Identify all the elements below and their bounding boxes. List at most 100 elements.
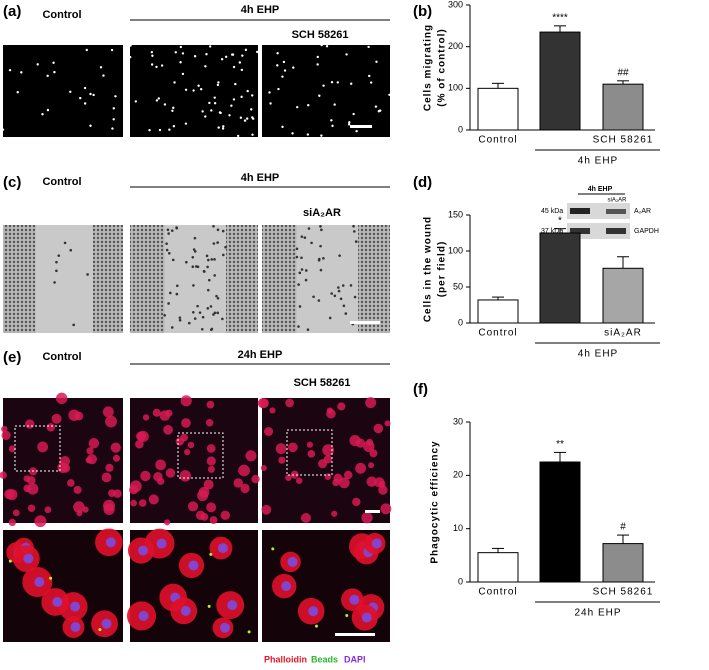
cell [366, 476, 377, 487]
cell-dot [197, 84, 200, 87]
cell-dot [236, 134, 240, 138]
cell-dot [318, 94, 321, 97]
cell-dot [243, 119, 247, 122]
cell [365, 397, 377, 409]
nucleus [156, 538, 167, 549]
x-tick-label: Control [478, 135, 517, 146]
cell [366, 438, 373, 446]
cell-dot [312, 295, 315, 299]
nucleus [219, 622, 230, 633]
cell [369, 449, 378, 458]
cell-dot [300, 235, 304, 238]
cell-dot [89, 124, 92, 127]
cell-dot [204, 65, 207, 68]
cell [27, 504, 36, 512]
panel-label: (e) [3, 349, 21, 366]
cell-dot [239, 116, 243, 119]
cell-dot [217, 81, 220, 84]
scale-bar [365, 510, 380, 513]
cell [85, 457, 92, 464]
cell-dot [338, 254, 341, 257]
cell-dot [216, 311, 220, 315]
cell-dot [92, 93, 95, 97]
cell-dot [167, 232, 170, 235]
cell [51, 413, 62, 424]
cell [306, 441, 313, 448]
cell-dot [319, 244, 322, 248]
x-tick-label: Control [478, 587, 517, 598]
cell-dot [330, 119, 333, 122]
cell-dot [224, 245, 227, 249]
cell-dot [179, 61, 182, 64]
bar [602, 543, 644, 583]
y-tick-label: 50 [453, 281, 463, 291]
cell-dot [352, 224, 355, 228]
significance: * [558, 215, 562, 226]
cell-dot [171, 109, 174, 112]
cell-dot [345, 53, 348, 56]
y-tick-label: 100 [448, 83, 463, 93]
cell-dot [250, 108, 253, 111]
wound-edge [93, 225, 123, 333]
blot-label: 45 kDa [541, 208, 563, 215]
cell-dot [213, 311, 217, 315]
cell-dot [367, 45, 370, 49]
group-label: 4h EHP [578, 156, 618, 167]
cell-dot [110, 48, 114, 52]
cell-dot [217, 126, 220, 129]
bar [477, 87, 519, 131]
cell-dot [210, 258, 214, 261]
cell-dot [46, 74, 49, 78]
cell [55, 392, 68, 405]
bar [539, 31, 581, 131]
cell-dot [168, 128, 171, 131]
blot-label: siA₂AR [608, 198, 628, 204]
bar [602, 267, 644, 324]
cell-dot [300, 256, 303, 260]
cell [264, 427, 274, 437]
cell [245, 450, 257, 462]
cell-dot [297, 283, 300, 286]
cell [260, 464, 267, 471]
cell-dot [172, 125, 176, 128]
cell [88, 438, 100, 449]
nucleus [287, 556, 298, 567]
cell-dot [196, 304, 199, 308]
cell [290, 470, 299, 479]
cell [140, 470, 151, 482]
blot-label: 4h EHP [588, 186, 613, 193]
cell-dot [331, 124, 334, 128]
cell-dot [296, 105, 299, 109]
cell-dot [181, 52, 185, 55]
cell-dot [148, 128, 151, 132]
bead [314, 624, 318, 628]
cell-dot [292, 66, 295, 69]
blot-strip [567, 203, 630, 219]
bead [247, 630, 251, 634]
cell-dot [102, 74, 105, 77]
cell [288, 442, 298, 453]
cell [86, 447, 94, 455]
cell [307, 449, 316, 458]
cell-dot [192, 89, 195, 92]
cell-dot [330, 292, 333, 295]
cell [333, 473, 343, 483]
cell-dot [55, 260, 58, 264]
group-label: 24h EHP [574, 608, 621, 619]
cell [300, 513, 311, 524]
cell-dot [320, 43, 323, 47]
cell-dot [216, 228, 220, 232]
cell [349, 434, 361, 447]
cell-dot [298, 305, 302, 308]
cell-dot [333, 294, 337, 298]
cell [12, 509, 20, 517]
cell-dot [174, 51, 177, 54]
cell-dot [304, 269, 308, 272]
cell-dot [221, 317, 224, 321]
cell-dot [322, 84, 325, 87]
cell-dot [333, 103, 336, 106]
label: SCH 58261 [294, 377, 351, 389]
nucleus [34, 576, 45, 587]
cell-dot [277, 87, 280, 91]
